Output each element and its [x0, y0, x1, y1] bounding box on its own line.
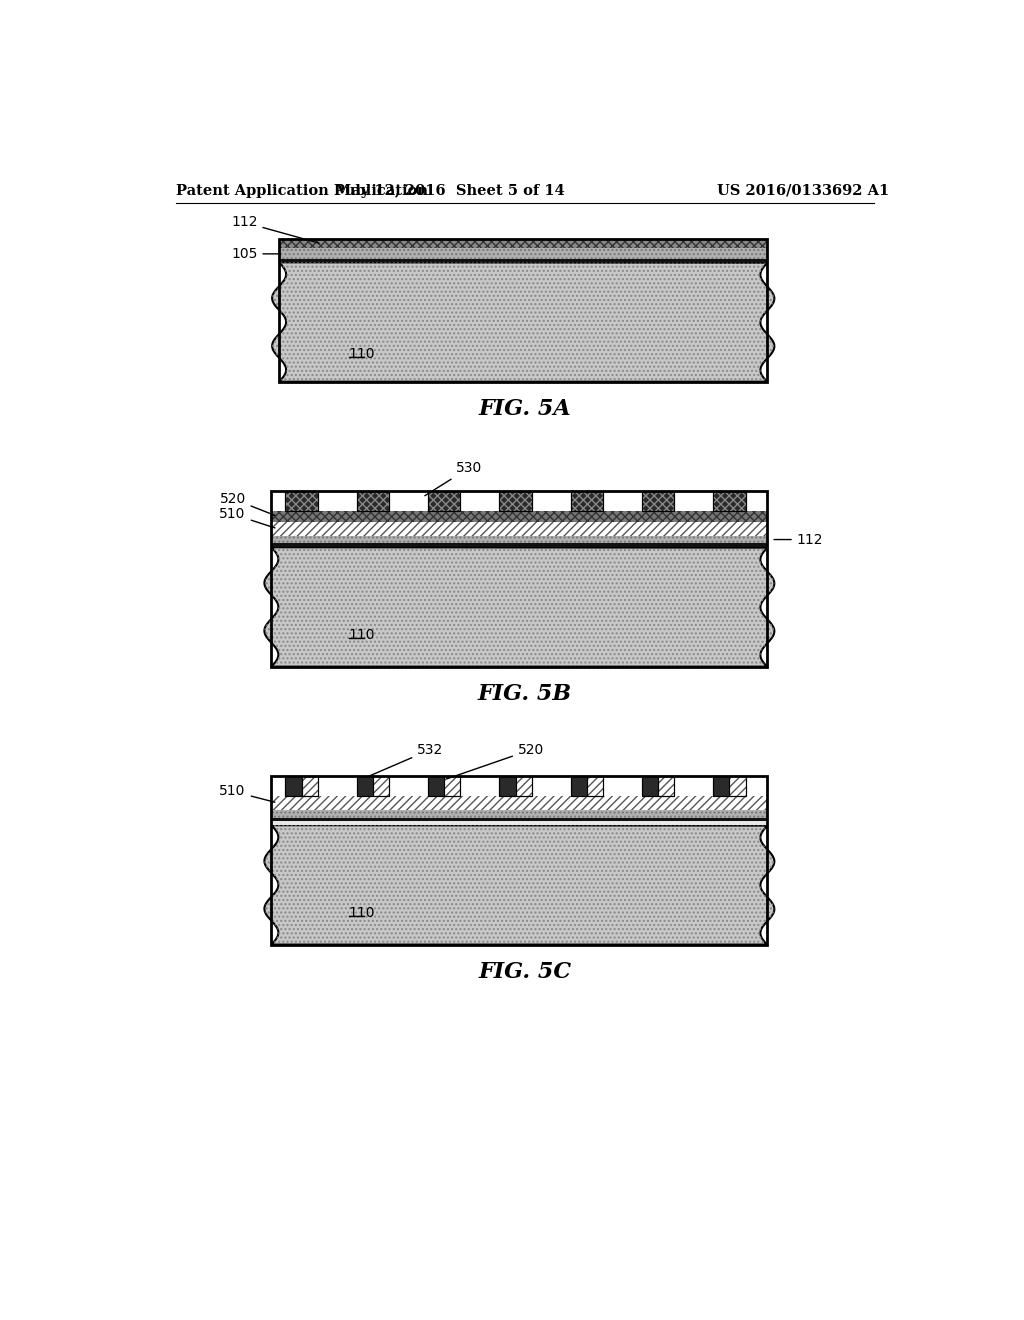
Bar — [500, 491, 531, 511]
Bar — [271, 810, 767, 817]
Bar — [286, 491, 317, 511]
Bar — [642, 776, 675, 796]
Bar — [373, 776, 389, 796]
Bar — [570, 776, 603, 796]
Bar — [713, 491, 745, 511]
Text: 510: 510 — [219, 784, 274, 803]
Bar — [428, 776, 444, 796]
Bar — [280, 239, 767, 248]
Bar — [286, 491, 317, 511]
Bar — [729, 776, 745, 796]
Bar — [356, 491, 389, 511]
Bar — [428, 491, 461, 511]
Bar — [280, 259, 767, 263]
Bar — [302, 776, 317, 796]
Bar — [356, 776, 389, 796]
Bar — [570, 491, 603, 511]
Bar — [500, 776, 515, 796]
Text: 510: 510 — [219, 507, 274, 528]
Bar — [271, 796, 767, 810]
Text: US 2016/0133692 A1: US 2016/0133692 A1 — [717, 183, 889, 198]
Polygon shape — [264, 825, 774, 945]
Bar — [271, 776, 767, 945]
Bar — [271, 491, 767, 667]
Bar — [271, 821, 767, 825]
Text: Patent Application Publication: Patent Application Publication — [176, 183, 428, 198]
Text: 112: 112 — [774, 532, 823, 546]
Bar — [500, 491, 531, 511]
Bar — [713, 491, 745, 511]
Bar — [642, 491, 675, 511]
Text: FIG. 5B: FIG. 5B — [478, 682, 571, 705]
Polygon shape — [272, 263, 774, 381]
Text: 110: 110 — [349, 347, 376, 362]
Bar — [642, 776, 658, 796]
Text: 110: 110 — [349, 628, 376, 642]
Bar — [444, 776, 461, 796]
Bar — [280, 248, 767, 259]
Bar — [500, 491, 531, 511]
Bar — [271, 796, 767, 810]
Bar — [280, 248, 767, 259]
Bar — [642, 491, 675, 511]
Bar — [428, 491, 461, 511]
Bar — [286, 776, 317, 796]
Bar — [570, 776, 587, 796]
Bar — [587, 776, 603, 796]
Bar — [500, 776, 531, 796]
Bar — [658, 776, 675, 796]
Bar — [356, 491, 389, 511]
Bar — [713, 776, 745, 796]
Polygon shape — [264, 548, 774, 667]
Bar — [271, 817, 767, 821]
Bar — [286, 776, 302, 796]
Text: 112: 112 — [231, 215, 319, 243]
Bar — [356, 776, 373, 796]
Bar — [271, 536, 767, 544]
Bar — [271, 536, 767, 544]
Bar — [642, 491, 675, 511]
Bar — [515, 776, 531, 796]
Text: FIG. 5C: FIG. 5C — [478, 961, 571, 982]
Bar — [444, 776, 461, 796]
Bar — [428, 491, 461, 511]
Bar — [271, 810, 767, 817]
Text: 520: 520 — [219, 492, 275, 515]
Bar — [271, 511, 767, 521]
Bar — [713, 776, 729, 796]
Text: 530: 530 — [425, 461, 482, 496]
Bar — [280, 239, 767, 381]
Bar — [271, 521, 767, 536]
Text: 110: 110 — [349, 906, 376, 920]
Bar — [729, 776, 745, 796]
Bar — [271, 511, 767, 521]
Bar — [570, 491, 603, 511]
Bar — [286, 491, 317, 511]
Bar — [515, 776, 531, 796]
Bar — [271, 544, 767, 548]
Bar — [271, 521, 767, 536]
Text: 105: 105 — [231, 247, 281, 261]
Bar — [713, 491, 745, 511]
Text: 520: 520 — [446, 743, 544, 779]
Text: 532: 532 — [364, 743, 443, 779]
Text: May 12, 2016  Sheet 5 of 14: May 12, 2016 Sheet 5 of 14 — [335, 183, 564, 198]
Bar — [302, 776, 317, 796]
Bar — [570, 491, 603, 511]
Bar — [658, 776, 675, 796]
Text: FIG. 5A: FIG. 5A — [478, 397, 571, 420]
Bar — [587, 776, 603, 796]
Bar — [280, 239, 767, 248]
Bar — [373, 776, 389, 796]
Bar — [356, 491, 389, 511]
Bar — [428, 776, 461, 796]
